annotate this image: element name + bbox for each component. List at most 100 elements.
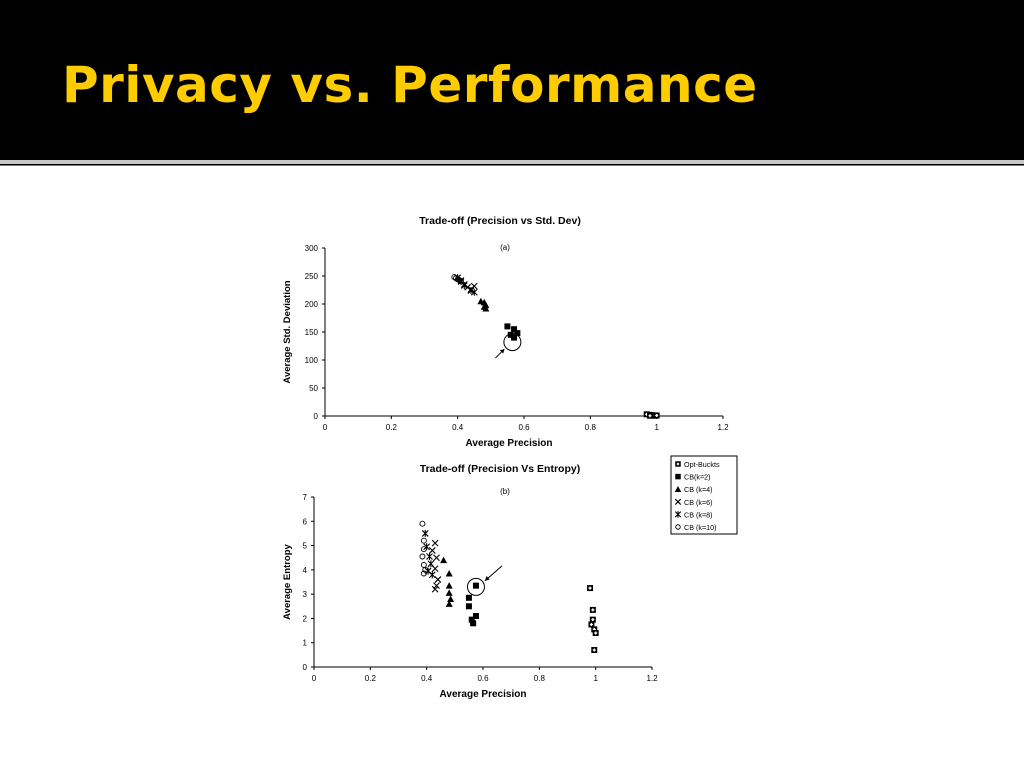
data-point	[453, 275, 459, 282]
x-axis-label: Average Precision	[466, 438, 553, 449]
y-tick-label: 100	[305, 356, 319, 365]
chart-b: Trade-off (Precision Vs Entropy) (b) 0 0.2 0…	[282, 455, 738, 700]
legend-label: CB (k=4)	[684, 485, 713, 494]
series-cb-k-10	[419, 520, 429, 577]
annotation-arrowhead	[484, 576, 490, 581]
data-point	[419, 520, 426, 527]
data-point	[465, 594, 472, 601]
x-tick-label: 0	[312, 674, 317, 683]
data-point	[588, 621, 595, 628]
series-cb-k-4	[477, 297, 490, 312]
legend-label: CB(k=2)	[684, 473, 711, 482]
y-tick-label: 4	[303, 566, 308, 575]
data-point	[504, 323, 511, 330]
series-cb-k-2	[465, 582, 479, 627]
legend-marker-opt-buckts	[675, 461, 681, 467]
y-tick-label: 300	[305, 244, 319, 253]
series-cb-k-8	[421, 529, 436, 579]
marker-plus-part	[591, 618, 595, 622]
data-point	[433, 582, 440, 590]
data-point	[592, 630, 599, 636]
x-tick-label: 1.2	[646, 674, 658, 683]
data-point	[445, 600, 453, 607]
data-point	[591, 647, 598, 653]
y-tick-label: 6	[303, 517, 308, 526]
y-tick-label: 200	[305, 300, 319, 309]
marker-plus-part	[648, 414, 652, 418]
x-tick-label: 0.6	[518, 423, 530, 432]
legend-marker-cb-k-8	[674, 511, 682, 518]
x-tick-label: 0.8	[534, 674, 546, 683]
data-point	[472, 613, 479, 619]
data-point	[434, 576, 442, 583]
legend-marker-cb-k-4	[674, 485, 682, 492]
data-point	[511, 326, 518, 333]
data-point	[511, 334, 518, 341]
data-point	[470, 620, 477, 627]
data-point	[420, 537, 427, 544]
x-tick-label: 1	[654, 423, 659, 432]
annotation-arrowhead	[499, 349, 505, 354]
x-tick-label: 0.4	[421, 674, 433, 683]
marker-plus-part	[589, 623, 593, 626]
chart-title: Trade-off (Precision vs Std. Dev)	[419, 215, 581, 227]
y-tick-label: 7	[303, 493, 308, 502]
legend-label: Opt-Buckts	[684, 460, 720, 469]
y-tick-label: 1	[303, 639, 308, 648]
data-point	[431, 539, 439, 547]
x-axis-label: Average Precision	[440, 689, 527, 700]
y-tick-label: 3	[303, 590, 308, 599]
data-point	[472, 582, 479, 589]
legend-marker-cb-k-6	[674, 498, 682, 505]
y-axis-label: Average Std. Deviation	[282, 280, 293, 383]
x-tick-label: 1	[593, 674, 598, 683]
data-point	[456, 276, 463, 283]
data-point	[470, 282, 478, 290]
data-point	[420, 562, 427, 568]
data-point	[507, 331, 514, 338]
data-point	[447, 595, 455, 602]
legend-label: CB (k=10)	[684, 523, 717, 532]
marker-plus-part	[676, 462, 680, 466]
data-point	[420, 570, 427, 577]
x-tick-label: 0.2	[386, 423, 398, 432]
series-opt-buckts	[587, 585, 599, 653]
chart-subtitle: (a)	[500, 243, 510, 252]
chart-subtitle: (b)	[500, 487, 510, 496]
data-point	[426, 553, 433, 560]
title-divider	[0, 160, 1024, 164]
data-point	[428, 547, 436, 554]
series-cb-k-6	[428, 539, 442, 593]
legend-marker-cb-k-10	[675, 524, 681, 530]
y-tick-label: 250	[305, 272, 319, 281]
data-point	[445, 589, 453, 596]
x-tick-label: 1.2	[717, 423, 729, 432]
data-point	[514, 330, 521, 337]
y-tick-label: 50	[309, 384, 318, 393]
data-point	[465, 603, 472, 610]
data-point	[468, 616, 475, 623]
marker-plus-part	[655, 413, 659, 417]
data-point	[440, 556, 448, 564]
slide-content: Trade-off (Precision vs Std. Dev) (a) 0 0.2…	[0, 166, 1024, 768]
x-tick-label: 0.2	[365, 674, 377, 683]
data-point	[420, 546, 427, 553]
series-cb-k-10	[451, 274, 464, 284]
y-tick-label: 150	[305, 328, 319, 337]
legend-box	[670, 455, 738, 535]
legend-label: CB (k=8)	[684, 510, 713, 519]
marker-plus-part	[594, 631, 598, 635]
data-point	[589, 616, 596, 623]
x-tick-label: 0.8	[585, 423, 597, 432]
legend-label: CB (k=6)	[684, 498, 713, 507]
data-point	[482, 304, 490, 312]
data-point	[445, 570, 453, 577]
y-tick-label: 0	[303, 663, 308, 672]
y-axis-label: Average Entropy	[282, 543, 293, 619]
data-point	[421, 529, 429, 537]
series-cb-k-4	[440, 556, 455, 607]
data-point	[653, 412, 660, 419]
y-tick-label: 5	[303, 542, 308, 551]
x-tick-label: 0	[323, 423, 328, 432]
data-point	[422, 566, 429, 573]
